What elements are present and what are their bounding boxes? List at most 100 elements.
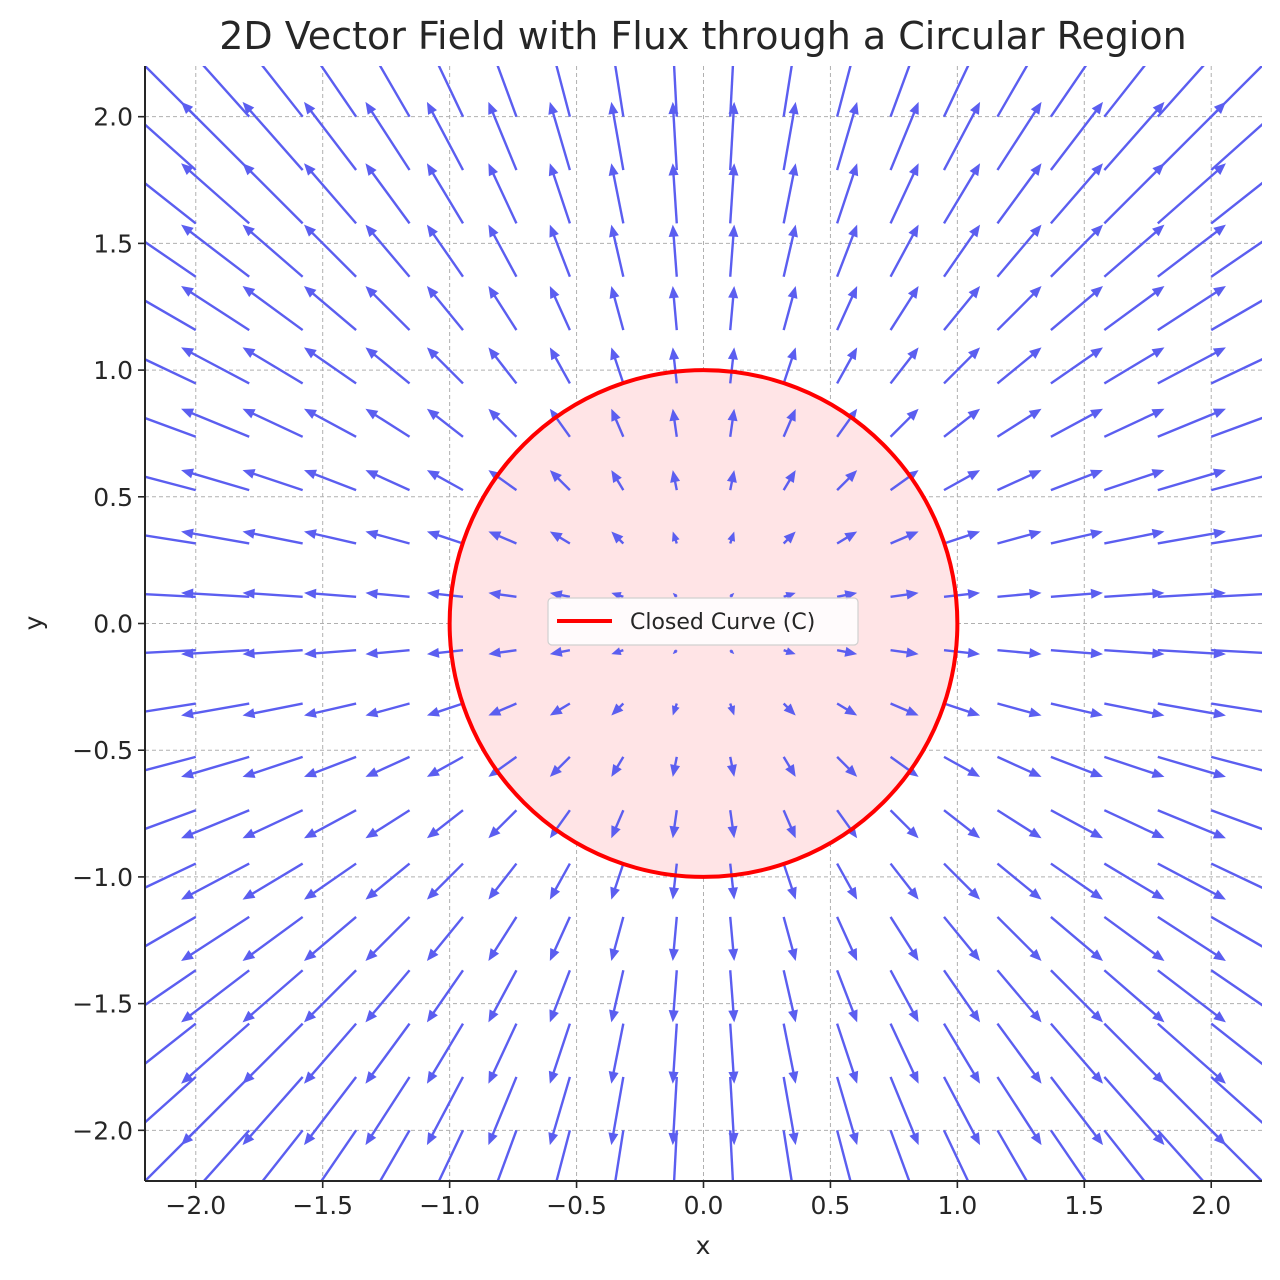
field-arrow: [1049, 101, 1104, 171]
field-arrow: [1050, 969, 1104, 1023]
field-arrow: [303, 969, 357, 1023]
field-arrow: [145, 299, 197, 332]
field-arrow: [242, 101, 304, 171]
field-arrow: [303, 285, 357, 331]
field-arrow: [609, 970, 625, 1023]
field-arrow: [1104, 702, 1165, 719]
field-arrow: [303, 163, 358, 225]
field-arrow: [997, 529, 1042, 545]
field-arrow: [549, 862, 571, 900]
field-arrow: [943, 702, 981, 717]
field-arrow: [145, 969, 197, 1007]
field-arrow: [1104, 648, 1165, 659]
field-arrow: [365, 755, 411, 777]
field-arrow: [836, 646, 858, 657]
field-arrow: [836, 916, 858, 962]
field-arrow: [1049, 1076, 1104, 1146]
field-arrow: [365, 1076, 411, 1146]
field-arrow: [889, 1023, 919, 1084]
field-arrow: [145, 862, 197, 889]
field-arrow: [1210, 809, 1262, 831]
field-arrow: [943, 969, 981, 1023]
field-arrow: [1157, 809, 1226, 839]
field-arrow: [996, 969, 1042, 1023]
field-arrow: [437, 1129, 465, 1181]
field-arrow: [1103, 1129, 1146, 1181]
field-arrow: [242, 224, 304, 278]
field-arrow: [1103, 969, 1165, 1023]
field-arrow: [1211, 648, 1262, 655]
field-arrow: [889, 809, 919, 839]
field-arrow: [426, 755, 464, 777]
field-arrow: [1104, 588, 1165, 599]
field-arrow: [996, 1129, 1029, 1181]
field-arrow: [889, 408, 919, 438]
field-arrow: [889, 163, 919, 224]
field-arrow: [378, 66, 411, 118]
field-arrow: [145, 648, 196, 655]
field-arrow: [996, 916, 1042, 962]
field-arrow: [261, 1129, 304, 1181]
field-arrow: [145, 1022, 197, 1066]
field-arrow: [365, 588, 410, 599]
field-arrow: [835, 969, 858, 1023]
field-arrow: [609, 916, 625, 962]
field-arrow: [889, 1076, 919, 1146]
field-arrow: [549, 702, 571, 716]
field-arrow: [1156, 66, 1205, 118]
field-arrow: [488, 347, 518, 385]
field-arrow: [549, 916, 571, 962]
field-arrow: [1050, 862, 1104, 900]
field-arrow: [1157, 408, 1226, 438]
field-arrow: [836, 862, 858, 900]
field-arrow: [608, 163, 625, 224]
field-arrow: [669, 408, 680, 437]
field-arrow: [943, 809, 981, 839]
field-arrow: [1156, 1129, 1205, 1181]
field-arrow: [181, 648, 250, 659]
field-arrow: [608, 1076, 625, 1146]
field-arrow: [426, 530, 464, 545]
field-arrow: [1050, 648, 1104, 659]
y-tick-label: −1.0: [72, 863, 133, 892]
field-arrow: [181, 862, 250, 900]
field-arrow: [729, 66, 735, 117]
field-arrow: [488, 531, 517, 545]
field-arrow: [942, 66, 970, 118]
closed-curve-edge: [447, 368, 960, 879]
field-arrow: [609, 224, 625, 277]
x-tick-label: −2.0: [165, 1191, 226, 1220]
field-arrow: [1103, 101, 1165, 171]
field-arrow: [242, 755, 304, 778]
field-arrow: [1157, 862, 1226, 900]
field-arrow: [1210, 915, 1262, 948]
field-arrow: [1210, 1022, 1262, 1066]
field-arrow: [729, 649, 735, 655]
field-arrow: [488, 809, 518, 839]
field-arrow: [996, 1076, 1042, 1146]
y-tick-label: −2.0: [72, 1116, 133, 1145]
vector-field-arrows: [145, 66, 1262, 1181]
field-arrow: [1211, 702, 1262, 713]
field-arrow: [670, 470, 681, 491]
field-arrow: [242, 862, 304, 900]
field-arrow: [426, 916, 464, 962]
field-arrow: [549, 347, 571, 385]
field-arrow: [303, 469, 357, 492]
field-arrow: [549, 470, 571, 491]
field-arrow: [488, 589, 517, 600]
field-arrow: [145, 534, 196, 545]
field-arrow: [242, 347, 304, 385]
field-arrow: [426, 702, 464, 717]
field-arrow: [303, 347, 357, 385]
field-arrow: [426, 1076, 465, 1146]
field-arrow: [181, 702, 250, 719]
field-arrow: [727, 531, 736, 544]
field-arrow: [997, 702, 1042, 718]
field-arrow: [1210, 358, 1262, 385]
y-tick-label: 1.0: [93, 356, 133, 385]
field-arrow: [319, 66, 358, 118]
field-arrow: [181, 588, 250, 599]
field-arrow: [319, 1129, 358, 1181]
